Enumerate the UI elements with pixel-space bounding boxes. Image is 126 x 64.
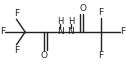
Text: F: F: [0, 28, 5, 36]
Text: O: O: [80, 4, 87, 13]
Text: F: F: [14, 9, 19, 18]
Text: N: N: [67, 28, 74, 36]
Text: F: F: [120, 28, 125, 36]
Text: F: F: [14, 46, 19, 55]
Text: N: N: [57, 28, 64, 36]
Text: O: O: [41, 51, 48, 60]
Text: H: H: [68, 17, 74, 26]
Text: F: F: [98, 8, 103, 17]
Text: F: F: [98, 51, 103, 60]
Text: H: H: [57, 17, 63, 26]
